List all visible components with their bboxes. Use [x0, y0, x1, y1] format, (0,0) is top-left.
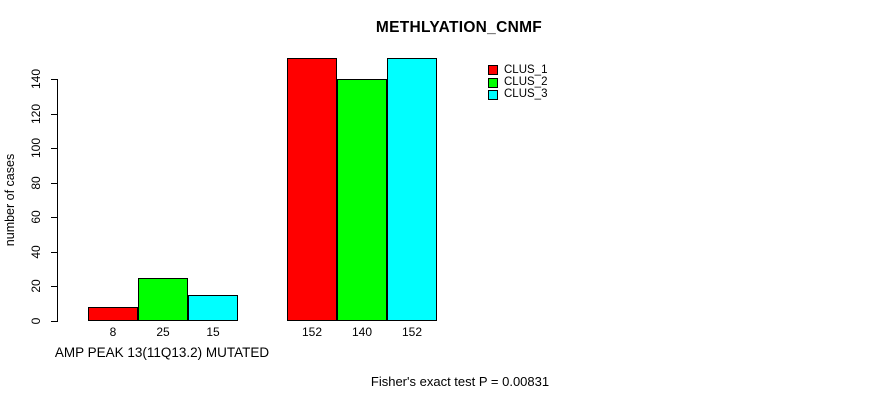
- legend-swatch-icon: [488, 65, 498, 76]
- legend-row-clus_1: CLUS_1: [488, 64, 547, 76]
- y-axis-tick-label: 40: [29, 245, 43, 259]
- legend-label: CLUS_1: [504, 63, 548, 76]
- y-axis-tick: [51, 321, 57, 322]
- bar-clus_1-group1: [88, 307, 138, 321]
- y-axis-tick: [51, 79, 57, 80]
- bar-clus_1-group2: [287, 58, 337, 321]
- bar-value-label: 152: [401, 325, 423, 339]
- fisher-test-footnote: Fisher's exact test P = 0.00831: [370, 374, 550, 389]
- legend-label: CLUS_2: [504, 76, 548, 89]
- y-axis-tick: [51, 286, 57, 287]
- y-axis-tick-label: 80: [29, 176, 43, 190]
- legend-label: CLUS_3: [504, 88, 548, 101]
- legend-swatch-icon: [488, 77, 498, 88]
- y-axis-tick-label: 100: [29, 137, 43, 159]
- bar-value-label: 15: [206, 325, 220, 339]
- y-axis-tick: [51, 217, 57, 218]
- chart-title: METHLYATION_CNMF: [375, 19, 543, 36]
- y-axis-line: [57, 79, 58, 322]
- bar-value-label: 152: [301, 325, 323, 339]
- y-axis-tick-label: 20: [29, 279, 43, 293]
- legend-row-clus_2: CLUS_2: [488, 76, 547, 88]
- y-axis-tick: [51, 252, 57, 253]
- y-axis-tick: [51, 114, 57, 115]
- bar-value-label: 140: [351, 325, 373, 339]
- y-axis-tick: [51, 183, 57, 184]
- bar-clus_3-group1: [188, 295, 238, 321]
- bar-clus_3-group2: [387, 58, 437, 321]
- y-axis-label: number of cases: [3, 153, 17, 247]
- y-axis-tick-label: 120: [29, 103, 43, 125]
- legend: CLUS_1 CLUS_2 CLUS_3: [488, 64, 547, 101]
- bar-value-label: 8: [109, 325, 117, 339]
- bar-clus_2-group2: [337, 79, 387, 321]
- bar-clus_2-group1: [138, 277, 188, 321]
- y-axis-tick: [51, 148, 57, 149]
- y-axis-tick-label: 140: [29, 68, 43, 90]
- legend-row-clus_3: CLUS_3: [488, 89, 547, 101]
- y-axis-tick-label: 0: [29, 317, 43, 325]
- bar-value-label: 25: [156, 325, 170, 339]
- y-axis-tick-label: 60: [29, 210, 43, 224]
- legend-swatch-icon: [488, 89, 498, 100]
- x-axis-label: AMP PEAK 13(11Q13.2) MUTATED: [54, 345, 270, 360]
